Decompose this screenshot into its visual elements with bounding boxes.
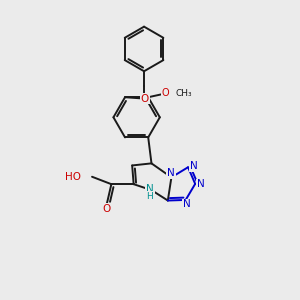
Text: O: O [102, 204, 110, 214]
Text: N: N [183, 200, 191, 209]
Text: N: N [197, 179, 205, 190]
Text: N: N [146, 184, 154, 194]
Text: N: N [167, 168, 175, 178]
Text: O: O [161, 88, 169, 98]
Text: H: H [147, 192, 153, 201]
Text: O: O [140, 94, 149, 103]
Text: HO: HO [65, 172, 81, 182]
Text: CH₃: CH₃ [176, 88, 192, 98]
Text: N: N [190, 161, 197, 171]
